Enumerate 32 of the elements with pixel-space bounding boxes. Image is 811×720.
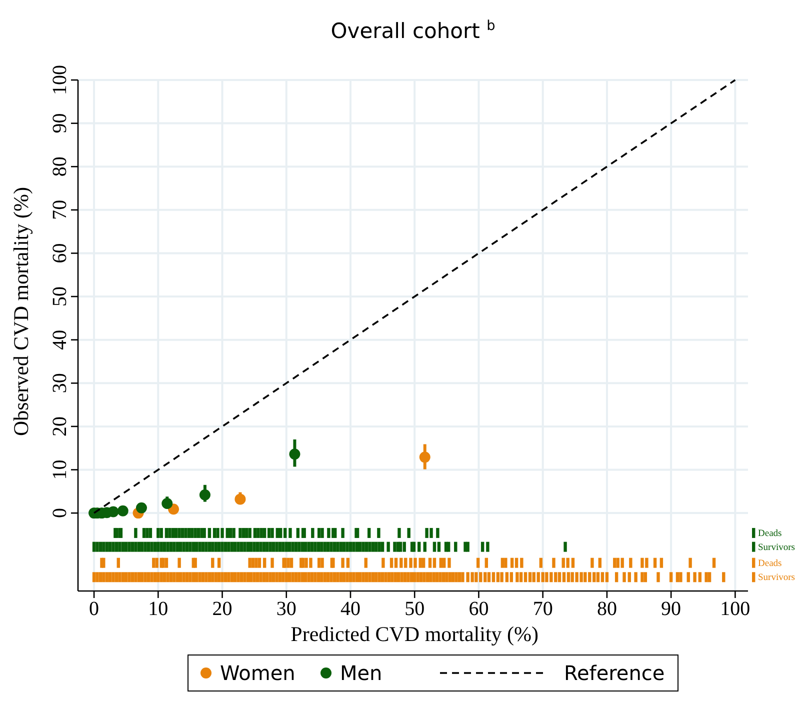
x-tick-label: 60 bbox=[468, 598, 489, 620]
y-tick-label: 70 bbox=[49, 200, 71, 220]
x-tick-label: 30 bbox=[276, 598, 296, 620]
y-tick-label: 90 bbox=[49, 113, 71, 134]
x-tick-label: 50 bbox=[404, 598, 425, 620]
legend-label: Survivors bbox=[758, 573, 796, 584]
legend-label: Deads bbox=[758, 528, 782, 539]
x-tick-label: 80 bbox=[596, 598, 617, 620]
y-tick-label: 100 bbox=[49, 65, 71, 95]
x-tick-label: 100 bbox=[720, 598, 750, 620]
x-tick-label: 90 bbox=[661, 598, 682, 620]
x-tick-label: 40 bbox=[340, 598, 360, 620]
chart-title: Overall cohort $^{b}$ bbox=[330, 18, 496, 43]
y-tick-label: 50 bbox=[49, 286, 71, 307]
legend-label: Deads bbox=[758, 558, 782, 569]
legend-label: Women bbox=[220, 661, 296, 685]
y-tick-label: 60 bbox=[49, 243, 71, 264]
text: Reference bbox=[564, 661, 665, 685]
legend-label: Survivors bbox=[758, 542, 796, 553]
x-tick-label: 70 bbox=[532, 598, 553, 620]
y-tick-label: 40 bbox=[49, 330, 71, 350]
y-tick-label: 30 bbox=[49, 373, 71, 394]
y-tick-label: 10 bbox=[49, 460, 71, 480]
x-axis-title: Predicted CVD mortality (%) bbox=[290, 622, 539, 646]
y-tick-label: 80 bbox=[49, 156, 71, 177]
y-axis-title: Observed CVD mortality (%) bbox=[9, 187, 33, 436]
y-tick-label: 0 bbox=[49, 508, 71, 518]
x-tick-label: 0 bbox=[89, 598, 100, 620]
y-tick-label: 20 bbox=[49, 416, 71, 436]
x-tick-label: 20 bbox=[212, 598, 232, 620]
legend-label: Men bbox=[340, 661, 382, 685]
x-tick-label: 10 bbox=[148, 598, 168, 620]
